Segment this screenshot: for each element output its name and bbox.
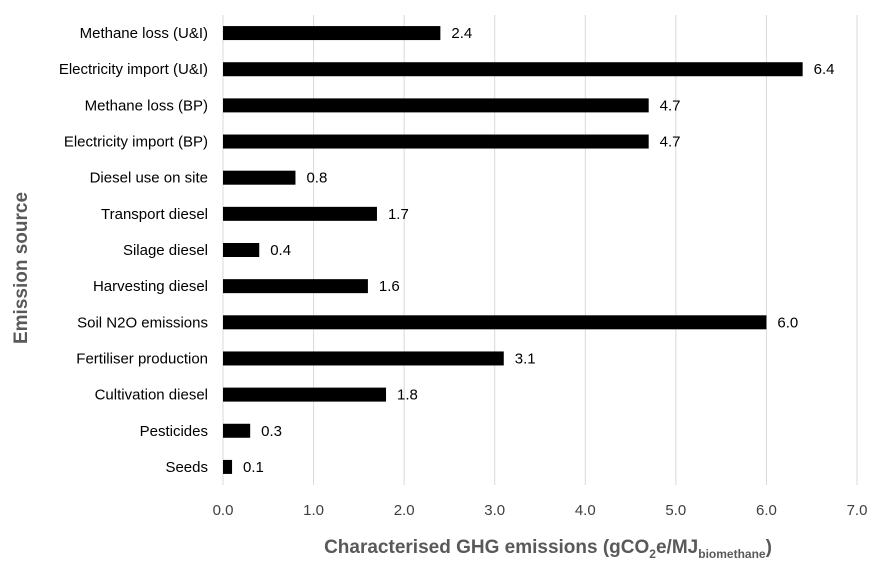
category-labels: Methane loss (U&I) Electricity import (U&… <box>59 25 208 476</box>
category-label: Harvesting diesel <box>93 278 208 295</box>
category-label: Transport diesel <box>101 206 208 223</box>
gridlines <box>222 15 858 485</box>
bar <box>223 423 251 438</box>
data-label: 1.6 <box>379 278 400 295</box>
category-label: Electricity import (BP) <box>64 134 208 151</box>
data-label: 2.4 <box>451 25 472 42</box>
data-label: 3.1 <box>515 350 536 367</box>
bar <box>223 170 296 185</box>
data-label: 0.8 <box>306 170 327 187</box>
bar <box>223 98 649 113</box>
data-label: 0.4 <box>270 242 291 259</box>
category-label: Silage diesel <box>123 242 208 259</box>
data-label: 1.7 <box>388 206 409 223</box>
bar <box>223 351 504 366</box>
data-label: 4.7 <box>660 134 681 151</box>
data-label: 0.3 <box>261 423 282 440</box>
category-label: Pesticides <box>140 423 208 440</box>
category-label: Methane loss (U&I) <box>80 25 208 42</box>
bars <box>223 26 803 474</box>
category-label: Methane loss (BP) <box>85 97 208 114</box>
category-label: Soil N2O emissions <box>77 314 208 331</box>
x-tick-label: 0.0 <box>213 502 234 519</box>
x-axis-title: Characterised GHG emissions (gCO2e/MJbio… <box>324 537 772 561</box>
y-axis-title: Emission source <box>11 192 32 344</box>
x-tick-label: 6.0 <box>756 502 777 519</box>
category-label: Electricity import (U&I) <box>59 61 208 78</box>
x-tick-label: 5.0 <box>665 502 686 519</box>
data-label: 0.1 <box>243 459 264 476</box>
category-label: Cultivation diesel <box>95 387 208 404</box>
bar <box>223 315 767 330</box>
data-label: 1.8 <box>397 387 418 404</box>
bar <box>223 459 233 474</box>
data-label: 6.0 <box>777 314 798 331</box>
x-tick-label: 7.0 <box>847 502 868 519</box>
bar <box>223 134 649 149</box>
x-tick-label: 1.0 <box>303 502 324 519</box>
category-label: Seeds <box>165 459 208 476</box>
data-label: 6.4 <box>814 61 835 78</box>
category-label: Fertiliser production <box>76 350 208 367</box>
bar <box>223 62 803 77</box>
bar <box>223 206 377 221</box>
x-tick-labels: 0.0 1.0 2.0 3.0 4.0 5.0 6.0 7.0 <box>213 502 868 519</box>
data-labels: 2.4 6.4 4.7 4.7 0.8 1.7 0.4 1.6 6.0 3.1 1.8 0.3 0.1 <box>243 25 834 476</box>
bar <box>223 26 441 41</box>
bar <box>223 279 368 294</box>
data-label: 4.7 <box>660 97 681 114</box>
category-label: Diesel use on site <box>90 170 208 187</box>
bar <box>223 243 260 257</box>
x-tick-label: 3.0 <box>484 502 505 519</box>
x-tick-label: 2.0 <box>394 502 415 519</box>
bar <box>223 387 387 402</box>
x-tick-label: 4.0 <box>575 502 596 519</box>
